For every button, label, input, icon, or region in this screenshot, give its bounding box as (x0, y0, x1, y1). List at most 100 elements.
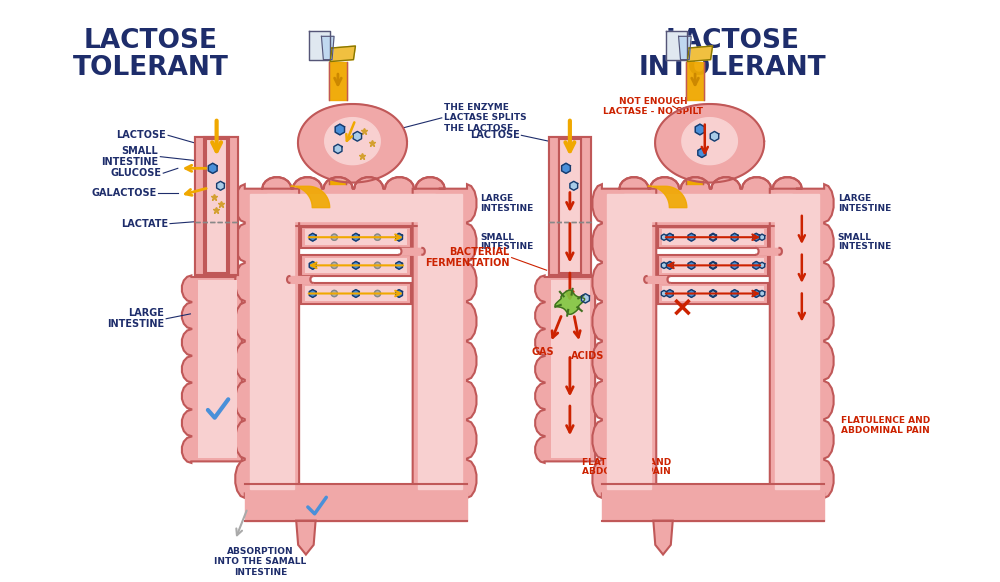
Polygon shape (305, 286, 407, 301)
Polygon shape (309, 30, 330, 59)
Polygon shape (206, 139, 227, 273)
Polygon shape (309, 233, 316, 241)
Polygon shape (607, 194, 651, 488)
Polygon shape (396, 261, 402, 269)
Polygon shape (245, 484, 467, 520)
Polygon shape (335, 124, 344, 135)
Polygon shape (695, 124, 705, 135)
Text: BACTERIAL
FERMENTATION: BACTERIAL FERMENTATION (425, 247, 510, 268)
Polygon shape (753, 233, 760, 241)
Polygon shape (182, 275, 242, 463)
Polygon shape (619, 178, 802, 189)
Polygon shape (329, 62, 347, 100)
Polygon shape (396, 290, 402, 297)
Polygon shape (321, 36, 334, 59)
Polygon shape (666, 30, 687, 59)
Polygon shape (710, 262, 716, 268)
Polygon shape (653, 520, 673, 555)
Polygon shape (759, 262, 765, 268)
Polygon shape (305, 258, 407, 273)
Text: LARGE
INTESTINE: LARGE INTESTINE (107, 308, 164, 329)
Polygon shape (655, 104, 764, 183)
Polygon shape (581, 294, 589, 303)
Polygon shape (305, 286, 407, 301)
Polygon shape (731, 290, 738, 297)
Polygon shape (298, 104, 407, 183)
Polygon shape (549, 137, 591, 275)
Polygon shape (301, 226, 411, 248)
Polygon shape (753, 290, 760, 297)
Polygon shape (535, 275, 595, 463)
Polygon shape (305, 229, 407, 245)
Polygon shape (666, 290, 673, 297)
Polygon shape (753, 261, 760, 269)
Polygon shape (559, 139, 581, 273)
Polygon shape (666, 261, 673, 269)
Polygon shape (602, 484, 824, 520)
Polygon shape (353, 290, 359, 297)
Text: FLATULENCE AND
ABDOMINAL PAIN: FLATULENCE AND ABDOMINAL PAIN (582, 457, 671, 476)
Polygon shape (710, 132, 719, 141)
Polygon shape (329, 181, 346, 184)
Polygon shape (759, 234, 765, 240)
Text: LACTOSE: LACTOSE (116, 130, 166, 140)
Polygon shape (353, 233, 359, 241)
Polygon shape (731, 233, 738, 241)
Polygon shape (262, 178, 445, 189)
Text: LARGE
INTESTINE: LARGE INTESTINE (838, 194, 891, 212)
Text: SMALL
INTESTINE: SMALL INTESTINE (838, 233, 891, 251)
Circle shape (331, 262, 337, 268)
Circle shape (374, 234, 381, 240)
Polygon shape (688, 233, 695, 241)
Polygon shape (682, 118, 737, 165)
Polygon shape (658, 226, 768, 248)
Polygon shape (551, 280, 590, 459)
Polygon shape (413, 184, 476, 498)
Text: LACTOSE: LACTOSE (470, 130, 519, 140)
Polygon shape (309, 290, 316, 297)
Polygon shape (662, 258, 764, 273)
Polygon shape (325, 118, 380, 165)
Text: GLUCOSE: GLUCOSE (110, 168, 161, 178)
Text: SMALL
INTESTINE: SMALL INTESTINE (481, 233, 534, 251)
Polygon shape (731, 261, 738, 269)
Polygon shape (570, 182, 578, 190)
Polygon shape (698, 148, 706, 158)
Polygon shape (204, 137, 229, 275)
Text: ABSORPTION
INTO THE SAMALL
INTESTINE: ABSORPTION INTO THE SAMALL INTESTINE (214, 547, 306, 577)
Polygon shape (686, 181, 703, 184)
Text: FLATULENCE AND
ABDOMINAL PAIN: FLATULENCE AND ABDOMINAL PAIN (841, 416, 930, 435)
Polygon shape (658, 283, 768, 304)
Polygon shape (687, 46, 713, 62)
Polygon shape (662, 286, 764, 301)
Text: LACTOSE
INTOLERANT: LACTOSE INTOLERANT (639, 27, 827, 80)
Polygon shape (208, 164, 217, 173)
Polygon shape (396, 233, 402, 241)
Polygon shape (686, 62, 704, 100)
Polygon shape (710, 233, 716, 241)
Polygon shape (562, 164, 570, 173)
Polygon shape (353, 132, 362, 141)
Polygon shape (759, 290, 765, 297)
Polygon shape (710, 234, 716, 240)
Polygon shape (592, 184, 656, 498)
Polygon shape (666, 233, 673, 241)
Polygon shape (658, 255, 768, 276)
Polygon shape (301, 255, 411, 276)
Polygon shape (555, 290, 585, 314)
Polygon shape (353, 261, 359, 269)
Polygon shape (619, 189, 797, 226)
Text: ACIDS: ACIDS (571, 351, 604, 361)
Polygon shape (662, 258, 764, 273)
Polygon shape (217, 182, 224, 190)
Polygon shape (418, 194, 462, 488)
Circle shape (331, 234, 337, 240)
Polygon shape (198, 280, 237, 459)
Circle shape (331, 290, 337, 297)
Polygon shape (296, 520, 316, 555)
Polygon shape (662, 286, 764, 301)
Polygon shape (710, 290, 716, 297)
Polygon shape (770, 184, 834, 498)
Polygon shape (661, 234, 667, 240)
Polygon shape (688, 261, 695, 269)
